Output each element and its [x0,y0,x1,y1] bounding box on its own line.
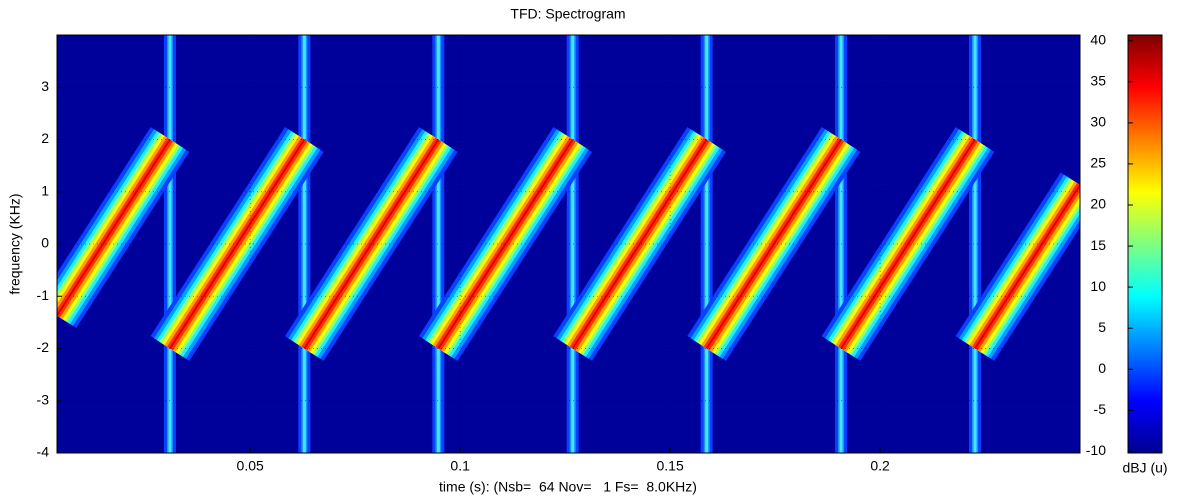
colorbar-tick-label: 10 [1090,278,1106,294]
colorbar-tick-label: -10 [1086,442,1106,458]
plot-frame [56,34,1081,454]
x-tick-label: 0.1 [450,458,470,474]
colorbar-tick-label: 25 [1090,155,1106,171]
colorbar-tick-label: -5 [1094,401,1107,417]
y-tick-label: -1 [37,287,50,303]
y-tick-label: -4 [37,444,50,460]
colorbar [1127,34,1163,454]
colorbar-tick-label: 0 [1098,360,1106,376]
chart-title: TFD: Spectrogram [510,6,625,22]
x-tick-label: 0.2 [870,458,890,474]
y-tick-label: 0 [41,235,49,251]
x-tick-label: 0.15 [657,458,684,474]
colorbar-label: dBJ (u) [1122,460,1167,476]
y-tick-label: -2 [37,339,50,355]
y-tick-label: 2 [41,130,49,146]
colorbar-tick-label: 5 [1098,319,1106,335]
y-axis-label: frequency (KHz) [7,193,23,294]
y-tick-label: 3 [41,78,49,94]
colorbar-tick-label: 15 [1090,237,1106,253]
x-axis-label: time (s): (Nsb= 64 Nov= 1 Fs= 8.0KHz) [439,479,697,495]
colorbar-tick-label: 40 [1090,31,1106,47]
colorbar-tick-label: 35 [1090,73,1106,89]
x-tick-label: 0.05 [237,458,264,474]
y-tick-label: 1 [41,182,49,198]
colorbar-tick-label: 20 [1090,196,1106,212]
y-tick-label: -3 [37,391,50,407]
colorbar-tick-label: 30 [1090,114,1106,130]
